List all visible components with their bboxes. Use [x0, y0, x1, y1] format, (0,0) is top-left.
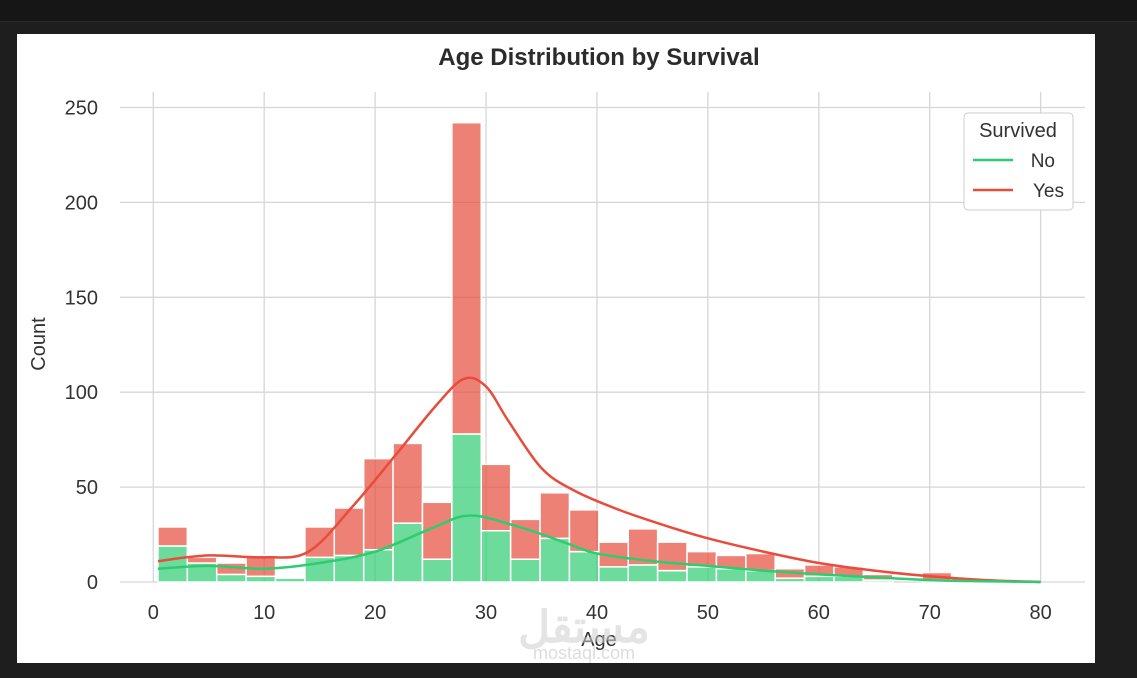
- bar-no-3: [245, 575, 277, 583]
- bar-no-16: [627, 564, 659, 583]
- bar-yes-17: [656, 541, 688, 572]
- watermark-logo: مستقل: [518, 603, 650, 652]
- x-tick-label-70: 70: [919, 602, 941, 624]
- bar-yes-13: [539, 492, 571, 540]
- bar-no-8: [392, 522, 424, 583]
- x-tick-label-30: 30: [475, 602, 497, 624]
- grid-lines: [120, 92, 1085, 583]
- bar-no-12: [509, 558, 541, 583]
- bar-yes-7: [362, 457, 394, 551]
- bar-no-0: [157, 545, 189, 583]
- bar-yes-14: [568, 509, 600, 553]
- y-tick-label-100: 100: [65, 382, 98, 404]
- legend-label-yes: Yes: [1033, 181, 1064, 202]
- bar-no-19: [715, 567, 747, 583]
- kde-curves: [157, 376, 1041, 584]
- bar-no-13: [539, 537, 571, 583]
- x-tick-label-0: 0: [148, 602, 159, 624]
- x-tick-label-60: 60: [808, 602, 830, 624]
- bar-no-14: [568, 550, 600, 583]
- chart-panel: 0 10 20 30 40 50 60 70 80 0 50 100 150 200 250 Age Di…: [17, 34, 1095, 663]
- bar-no-18: [686, 566, 718, 583]
- chart-title: Age Distribution by Survival: [438, 44, 759, 71]
- kde-line-yes: [157, 376, 1041, 584]
- legend-label-no: No: [1031, 151, 1055, 172]
- bar-yes-6: [333, 507, 365, 557]
- y-tick-label-0: 0: [87, 572, 98, 594]
- bar-no-17: [656, 569, 688, 583]
- bar-no-22: [803, 575, 835, 583]
- bar-no-9: [421, 558, 453, 583]
- x-tick-label-20: 20: [364, 602, 386, 624]
- bar-yes-10: [451, 121, 483, 435]
- x-axis-label: Age: [581, 629, 617, 651]
- bar-no-11: [480, 530, 512, 583]
- legend-box: [963, 112, 1074, 211]
- x-tick-label-50: 50: [697, 602, 719, 624]
- y-tick-label-200: 200: [65, 192, 98, 214]
- legend-title: Survived: [979, 120, 1057, 142]
- y-axis-label: Count: [28, 317, 50, 371]
- bar-yes-0: [157, 526, 189, 547]
- bar-no-7: [362, 548, 394, 583]
- bar-yes-3: [245, 554, 277, 578]
- bar-yes-1: [186, 556, 218, 564]
- y-tick-labels: 0 50 100 150 200 250: [65, 97, 98, 594]
- window-top-bar: [0, 0, 1137, 22]
- bar-no-15: [598, 566, 629, 583]
- x-tick-label-40: 40: [586, 602, 608, 624]
- chart-svg: 0 10 20 30 40 50 60 70 80 0 50 100 150 200 250 Age Di…: [28, 44, 1085, 663]
- bar-yes-20: [745, 552, 776, 572]
- bar-yes-8: [392, 442, 424, 524]
- bar-no-10: [451, 433, 483, 583]
- y-tick-label-50: 50: [76, 477, 98, 499]
- y-tick-label-150: 150: [65, 287, 98, 309]
- x-tick-label-10: 10: [253, 602, 275, 624]
- kde-line-no: [157, 514, 1041, 584]
- y-tick-label-250: 250: [65, 97, 98, 119]
- histogram-bars: [157, 121, 982, 583]
- bar-no-4: [274, 577, 306, 583]
- bar-no-2: [215, 573, 247, 583]
- x-tick-label-80: 80: [1030, 602, 1052, 624]
- x-tick-labels: 0 10 20 30 40 50 60 70 80: [148, 602, 1052, 624]
- watermark: مستقل mostaql.com: [518, 603, 650, 663]
- watermark-text: mostaql.com: [533, 643, 635, 663]
- legend: Survived No Yes: [963, 112, 1074, 211]
